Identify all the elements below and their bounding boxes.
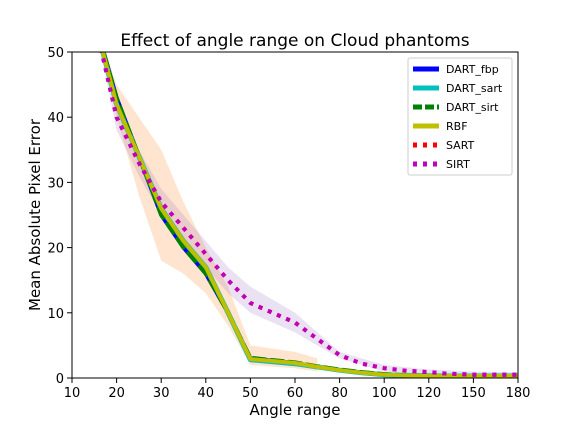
chart-title: Effect of angle range on Cloud phantoms <box>120 31 469 51</box>
y-tick-label: 40 <box>47 111 64 126</box>
legend-label: SIRT <box>446 158 470 171</box>
x-tick-label: 180 <box>506 386 531 401</box>
x-tick-label: 120 <box>416 386 441 401</box>
band-0 <box>101 52 318 372</box>
legend-label: SART <box>446 139 475 152</box>
legend-label: RBF <box>446 120 468 133</box>
y-tick-label: 20 <box>47 242 64 257</box>
confidence-bands <box>100 52 518 377</box>
x-tick-label: 150 <box>461 386 486 401</box>
y-tick-label: 10 <box>47 307 64 322</box>
y-tick-label: 30 <box>47 176 64 191</box>
x-axis-label: Angle range <box>249 401 340 419</box>
legend-label: DART_sart <box>446 82 503 95</box>
x-tick-label: 50 <box>242 386 259 401</box>
x-axis-ticks: 10 20 30 40 50 60 80 100 120 150 180 <box>64 378 531 401</box>
x-tick-label: 20 <box>108 386 125 401</box>
x-tick-label: 60 <box>287 386 304 401</box>
series-rbf <box>100 52 518 378</box>
x-tick-label: 30 <box>153 386 170 401</box>
x-tick-label: 80 <box>331 386 348 401</box>
legend-label: DART_sirt <box>446 101 499 114</box>
legend-label: DART_fbp <box>446 63 499 76</box>
x-tick-label: 40 <box>198 386 215 401</box>
y-axis-label: Mean Absolute Pixel Error <box>26 118 44 311</box>
y-tick-label: 50 <box>47 46 64 61</box>
y-axis-ticks: 0 10 20 30 40 50 <box>47 46 72 387</box>
legend: DART_fbp DART_sart DART_sirt RBF SART SIRT <box>407 57 513 176</box>
x-tick-label: 10 <box>64 386 81 401</box>
x-tick-label: 100 <box>372 386 397 401</box>
series-lines <box>99 52 518 378</box>
y-tick-label: 0 <box>56 372 64 387</box>
